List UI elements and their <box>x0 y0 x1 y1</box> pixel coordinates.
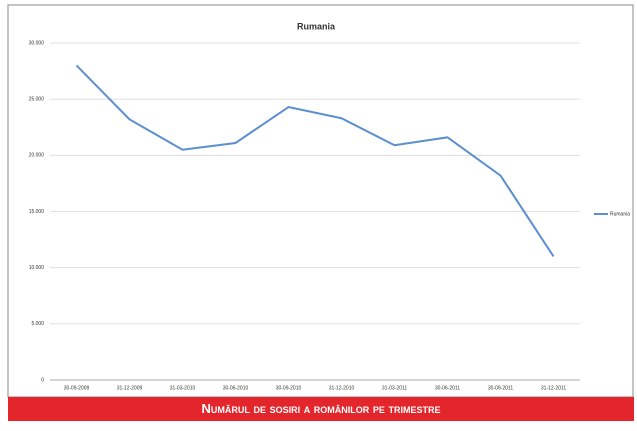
x-tick-label: 31-12-2009 <box>117 385 143 391</box>
x-tick-label: 30-09-2010 <box>276 385 302 391</box>
y-tick-label: 30.000 <box>29 40 45 46</box>
caption: Numărul de sosiri a românilor pe trimest… <box>8 397 634 421</box>
x-tick-label: 31-03-2010 <box>170 385 196 391</box>
x-tick-label: 31-12-2011 <box>541 385 566 391</box>
x-tick-label: 30-09-2011 <box>488 385 513 391</box>
y-tick-label: 25.000 <box>29 96 45 102</box>
data-line <box>75 64 555 257</box>
chart-title: Rumania <box>297 21 336 31</box>
y-tick-label: 10.000 <box>29 265 45 271</box>
x-tick-label: 30-06-2011 <box>435 385 460 391</box>
chart-frame <box>7 4 634 398</box>
y-tick-label: 15.000 <box>29 209 45 215</box>
x-tick-label: 30-06-2010 <box>223 385 249 391</box>
y-tick-label: 20.000 <box>29 153 45 159</box>
x-tick-label: 31-03-2011 <box>382 385 407 391</box>
legend-label: Rumania <box>610 211 630 217</box>
x-tick-label: 30-09-2009 <box>64 385 90 391</box>
x-tick-label: 31-12-2010 <box>329 385 355 391</box>
y-tick-label: 5.000 <box>31 321 44 327</box>
y-tick-label: 0 <box>41 377 44 383</box>
